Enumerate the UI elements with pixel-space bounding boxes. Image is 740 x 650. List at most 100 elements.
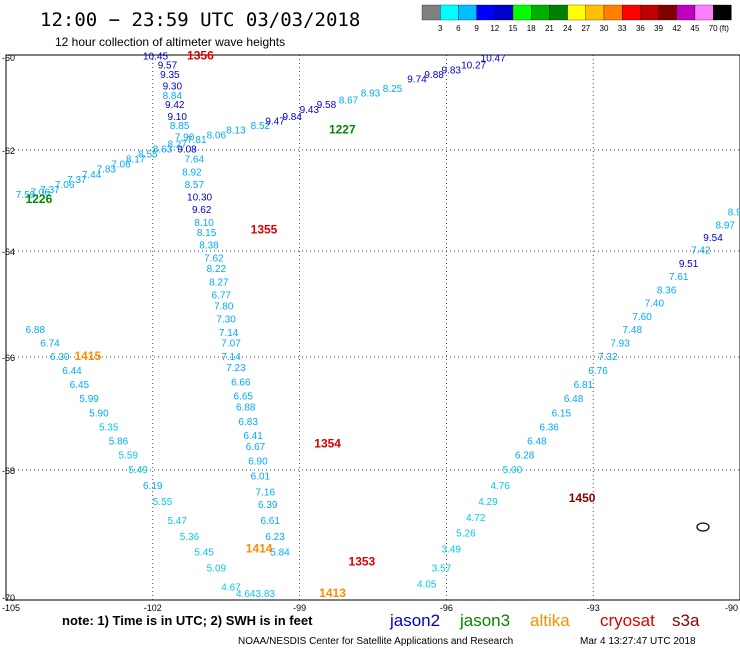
cryosat-track: 10.459.579.359.308.849.429.108.857.909.0… [143, 51, 290, 558]
wave-height-value: 5.47 [167, 516, 187, 527]
wave-height-value: 7.62 [204, 254, 224, 265]
wave-height-value: 4.64 [236, 589, 256, 600]
pass-time-label: 1354 [314, 436, 341, 450]
wave-height-value: 8.57 [185, 180, 205, 191]
pass-time-label: 1227 [329, 123, 356, 137]
footer-note: note: 1) Time is in UTC; 2) SWH is in fe… [62, 613, 313, 628]
wave-height-value: 6.88 [26, 325, 46, 336]
graticule [6, 55, 740, 600]
wave-height-value: 7.60 [632, 312, 652, 323]
pass-time-label: 1356 [187, 48, 214, 62]
colorbar-label: 9 [474, 24, 479, 33]
wave-height-value: 9.51 [679, 259, 699, 270]
lon-tick-label: -105 [2, 603, 20, 613]
colorbar-swatch [458, 4, 477, 21]
wave-height-value: 10.45 [143, 51, 168, 62]
wave-height-value: 5.36 [180, 532, 200, 543]
s3a-track: 4.05 3.57 3.49 5.26 4.72 4.29 4.76 5.00 6.28 6.48… [417, 208, 740, 591]
wave-height-value: 7.14 [221, 352, 241, 363]
wave-height-value: 9.84 [282, 112, 302, 123]
colorbar-label: 15 [509, 24, 518, 33]
colorbar-label: 30 [600, 24, 609, 33]
wave-height-value: 3.49 [442, 545, 462, 556]
wave-height-value: 8.97 [716, 220, 736, 231]
altika-track: 6.88 6.74 6.30 6.44 6.45 5.99 5.90 5.35 5.86 5.59… [26, 325, 276, 600]
footer-timestamp: Mar 4 13:27:47 UTC 2018 [580, 636, 696, 647]
colorbar-swatch [567, 4, 586, 21]
wave-height-value: 7.06 [30, 187, 50, 198]
wave-height-value: 8.27 [209, 277, 229, 288]
map-frame [5, 54, 740, 601]
wave-height-value: 7.59 [16, 190, 36, 201]
wave-height-value: 5.59 [119, 451, 139, 462]
wave-height-value: 9.43 [300, 105, 320, 116]
wave-height-value: 7.83 [97, 165, 117, 176]
wave-height-value: 6.81 [574, 380, 594, 391]
colorbar-label: 12 [490, 24, 499, 33]
colorbar-label: 3 [438, 24, 443, 33]
wave-height-value: 5.86 [109, 437, 129, 448]
wave-height-value: 8.06 [207, 130, 227, 141]
wave-height-value: 9.42 [165, 100, 185, 111]
colorbar-swatch [531, 4, 550, 21]
colorbar-swatch [476, 4, 495, 21]
wave-height-value: 6.28 [515, 451, 535, 462]
wave-height-value: 5.49 [128, 465, 148, 476]
lon-tick-label: -90 [725, 603, 738, 613]
altimeter-tracks: 10.459.579.359.308.849.429.108.857.909.0… [16, 51, 740, 600]
colorbar-label: 45 [691, 24, 700, 33]
colorbar-swatch [549, 4, 568, 21]
wave-height-value: 8.13 [226, 126, 246, 137]
wave-height-value: 7.61 [669, 272, 689, 283]
wave-height-value: 9.35 [160, 70, 180, 81]
wave-height-value: 9.83 [442, 65, 462, 76]
colorbar-swatch [713, 4, 732, 21]
wave-height-value: 6.01 [251, 472, 271, 483]
wave-height-value: 9.10 [167, 112, 187, 123]
colorbar-swatch [440, 4, 459, 21]
pass-time-label: 1450 [569, 491, 596, 505]
lat-tick-label: -62 [2, 146, 15, 156]
wave-height-value: 6.83 [238, 417, 258, 428]
lon-tick-label: -102 [144, 603, 162, 613]
footer-credit: NOAA/NESDIS Center for Satellite Applica… [238, 636, 513, 647]
wave-height-value: 5.09 [207, 564, 227, 575]
colorbar-label: 36 [636, 24, 645, 33]
wave-height-value: 6.41 [243, 431, 263, 442]
wave-height-value: 4.72 [466, 513, 486, 524]
wave-height-value: 9.74 [407, 75, 427, 86]
wave-height-value: 7.90 [175, 133, 195, 144]
satellite-name-altika: altika [530, 611, 570, 630]
wave-height-value: 4.67 [221, 583, 241, 594]
wave-height-value: 6.48 [527, 437, 547, 448]
wave-height-value: 6.30 [50, 352, 70, 363]
wave-height-value: 7.07 [221, 338, 241, 349]
wave-height-value: 3.83 [256, 589, 276, 600]
wave-height-value: 8.27 [167, 140, 187, 151]
colorbar-label: 6 [456, 24, 461, 33]
wave-height-value: 8.92 [182, 167, 202, 178]
wave-height-value: 6.44 [62, 366, 82, 377]
wave-height-value: 5.35 [99, 422, 119, 433]
wave-height-value: 9.08 [177, 145, 197, 156]
wave-height-value: 7.06 [111, 160, 131, 171]
wave-height-value: 7.42 [691, 246, 711, 257]
wave-height-value: 8.55 [138, 150, 158, 161]
wave-height-value: 8.96 [728, 208, 740, 219]
wave-height-value: 7.44 [82, 170, 102, 181]
colorbar-swatch [421, 4, 441, 21]
wave-height-value: 5.26 [456, 529, 476, 540]
wave-height-value: 10.27 [461, 61, 486, 72]
colorbar-label: 39 [654, 24, 663, 33]
wave-height-value: 6.88 [236, 403, 256, 414]
colorbar-swatch [603, 4, 623, 21]
wave-height-value: 7.32 [598, 352, 618, 363]
lon-tick-label: -99 [293, 603, 306, 613]
lon-tick-label: -96 [440, 603, 453, 613]
wave-height-value: 6.15 [552, 408, 572, 419]
lat-tick-label: -64 [2, 247, 15, 257]
wave-height-value: 6.48 [564, 394, 584, 405]
wave-height-value: 6.36 [539, 422, 559, 433]
wave-height-value: 8.67 [339, 96, 359, 107]
wave-height-value: 7.23 [226, 363, 246, 374]
